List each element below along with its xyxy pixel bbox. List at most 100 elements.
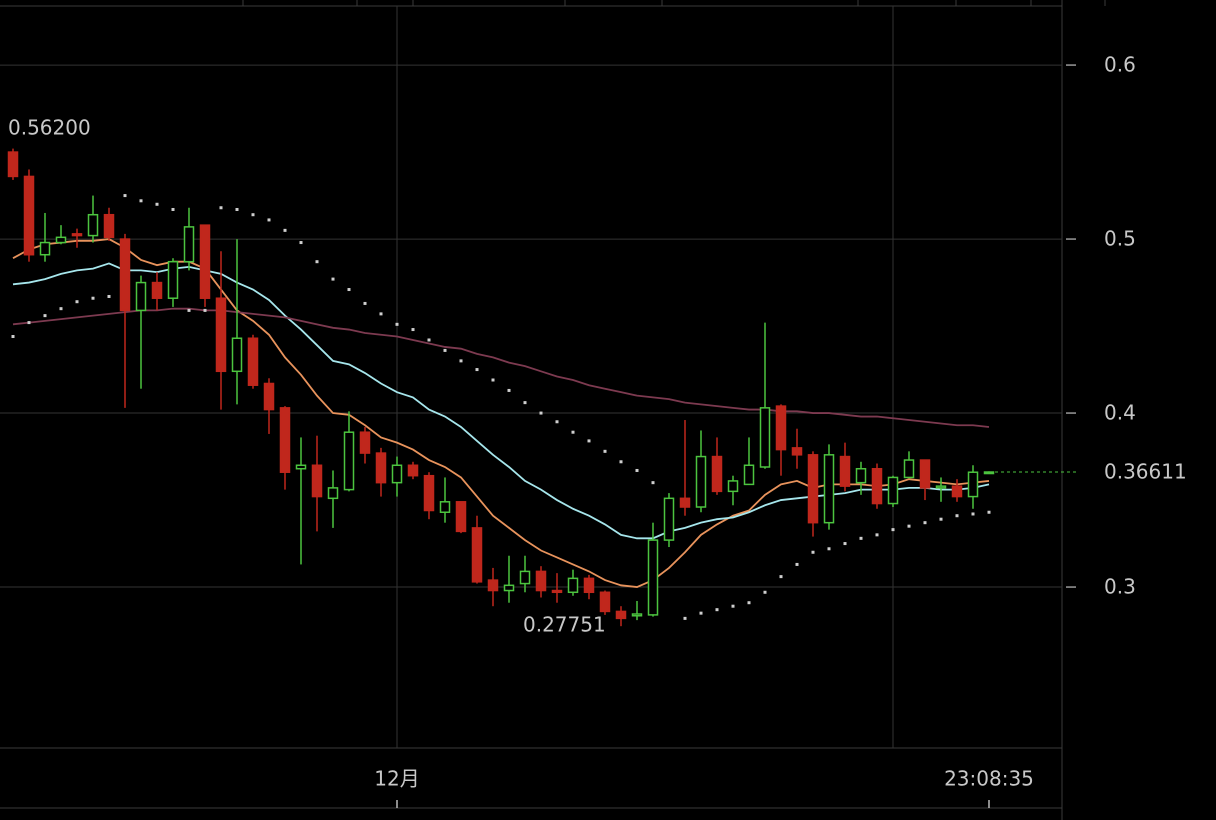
candle-body [311, 464, 323, 498]
candle-body [359, 431, 371, 454]
sar-dot [427, 338, 431, 342]
candle-body [23, 175, 35, 256]
candle-body [807, 454, 819, 524]
candle-body [295, 464, 307, 470]
candle-body [983, 471, 995, 475]
candle-body [967, 471, 979, 498]
candle-body [855, 467, 867, 484]
candle-body [695, 455, 707, 508]
candle-body [631, 613, 643, 617]
sar-dot [363, 301, 367, 305]
candle-body [391, 464, 403, 484]
sar-dot [251, 213, 255, 217]
extreme-label: 0.27751 [523, 613, 606, 637]
sar-dot [635, 468, 639, 472]
sar-dot [43, 314, 47, 318]
candle-body [679, 497, 691, 508]
candle-body [87, 213, 99, 237]
candle-body [775, 405, 787, 451]
candle-body [935, 485, 947, 489]
sar-dot [219, 206, 223, 210]
candle-body [743, 464, 755, 486]
candle-body [119, 238, 131, 312]
sar-dot [283, 228, 287, 232]
sar-dot [523, 401, 527, 405]
sar-dot [267, 218, 271, 222]
candle-body [615, 610, 627, 620]
candle-body [7, 151, 19, 178]
candle-body [439, 501, 451, 513]
candle-body [535, 570, 547, 592]
sar-dot [155, 202, 159, 206]
sar-dot [651, 481, 655, 485]
candle-body [199, 224, 211, 299]
candle-body [343, 431, 355, 491]
sar-dot [59, 307, 63, 311]
candle-body [727, 480, 739, 493]
sar-dot [747, 601, 751, 605]
sar-dot [571, 430, 575, 434]
candle-body [791, 447, 803, 456]
sar-dot [683, 616, 687, 620]
sar-dot [203, 308, 207, 312]
sar-dot [779, 575, 783, 579]
sar-dot [491, 378, 495, 382]
sar-dot [811, 550, 815, 554]
sar-dot [763, 590, 767, 594]
sar-dot [907, 524, 911, 528]
sar-dot [443, 348, 447, 352]
candle-body [871, 467, 883, 505]
candle-body [167, 260, 179, 299]
candle-body [839, 455, 851, 487]
sar-dot [795, 562, 799, 566]
sar-dot [459, 359, 463, 363]
candle-body [183, 226, 195, 263]
extreme-label: 0.56200 [8, 116, 91, 140]
sar-dot [11, 335, 15, 339]
ma-line [12, 307, 990, 428]
sar-dot [619, 460, 623, 464]
candle-body [567, 577, 579, 594]
sar-dot [987, 510, 991, 514]
sar-dot [587, 439, 591, 443]
candle-body [39, 241, 51, 256]
sar-dot [859, 536, 863, 540]
y-tick-label: 0.3 [1104, 575, 1136, 599]
sar-dot [699, 611, 703, 615]
candle-body [103, 213, 115, 239]
sar-dot [107, 294, 111, 298]
last-price-label: 0.36611 [1104, 460, 1187, 484]
sar-dot [955, 514, 959, 518]
y-tick-label: 0.6 [1104, 53, 1136, 77]
sar-dot [299, 241, 303, 245]
sar-dot [971, 512, 975, 516]
sar-dot [123, 194, 127, 198]
sar-dot [603, 449, 607, 453]
candle-body [327, 487, 339, 500]
sar-dot [875, 533, 879, 537]
sar-dot [171, 207, 175, 211]
candle-body [71, 233, 83, 237]
candle-body [903, 459, 915, 479]
sar-dot [827, 547, 831, 551]
sar-dot [187, 308, 191, 312]
sar-dot [411, 328, 415, 332]
candle-body [455, 501, 467, 533]
sar-dot [923, 521, 927, 525]
candle-body [711, 455, 723, 493]
candle-body [583, 577, 595, 594]
candle-body [407, 464, 419, 477]
sar-dot [235, 207, 239, 211]
candle-body [247, 337, 259, 386]
candle-body [151, 281, 163, 299]
sar-dot [843, 542, 847, 546]
y-tick-label: 0.5 [1104, 227, 1136, 251]
candle-body [919, 459, 931, 489]
candle-body [375, 452, 387, 484]
y-tick-label: 0.4 [1104, 401, 1136, 425]
candle-body [215, 297, 227, 373]
candle-body [423, 474, 435, 512]
candle-body [519, 570, 531, 585]
